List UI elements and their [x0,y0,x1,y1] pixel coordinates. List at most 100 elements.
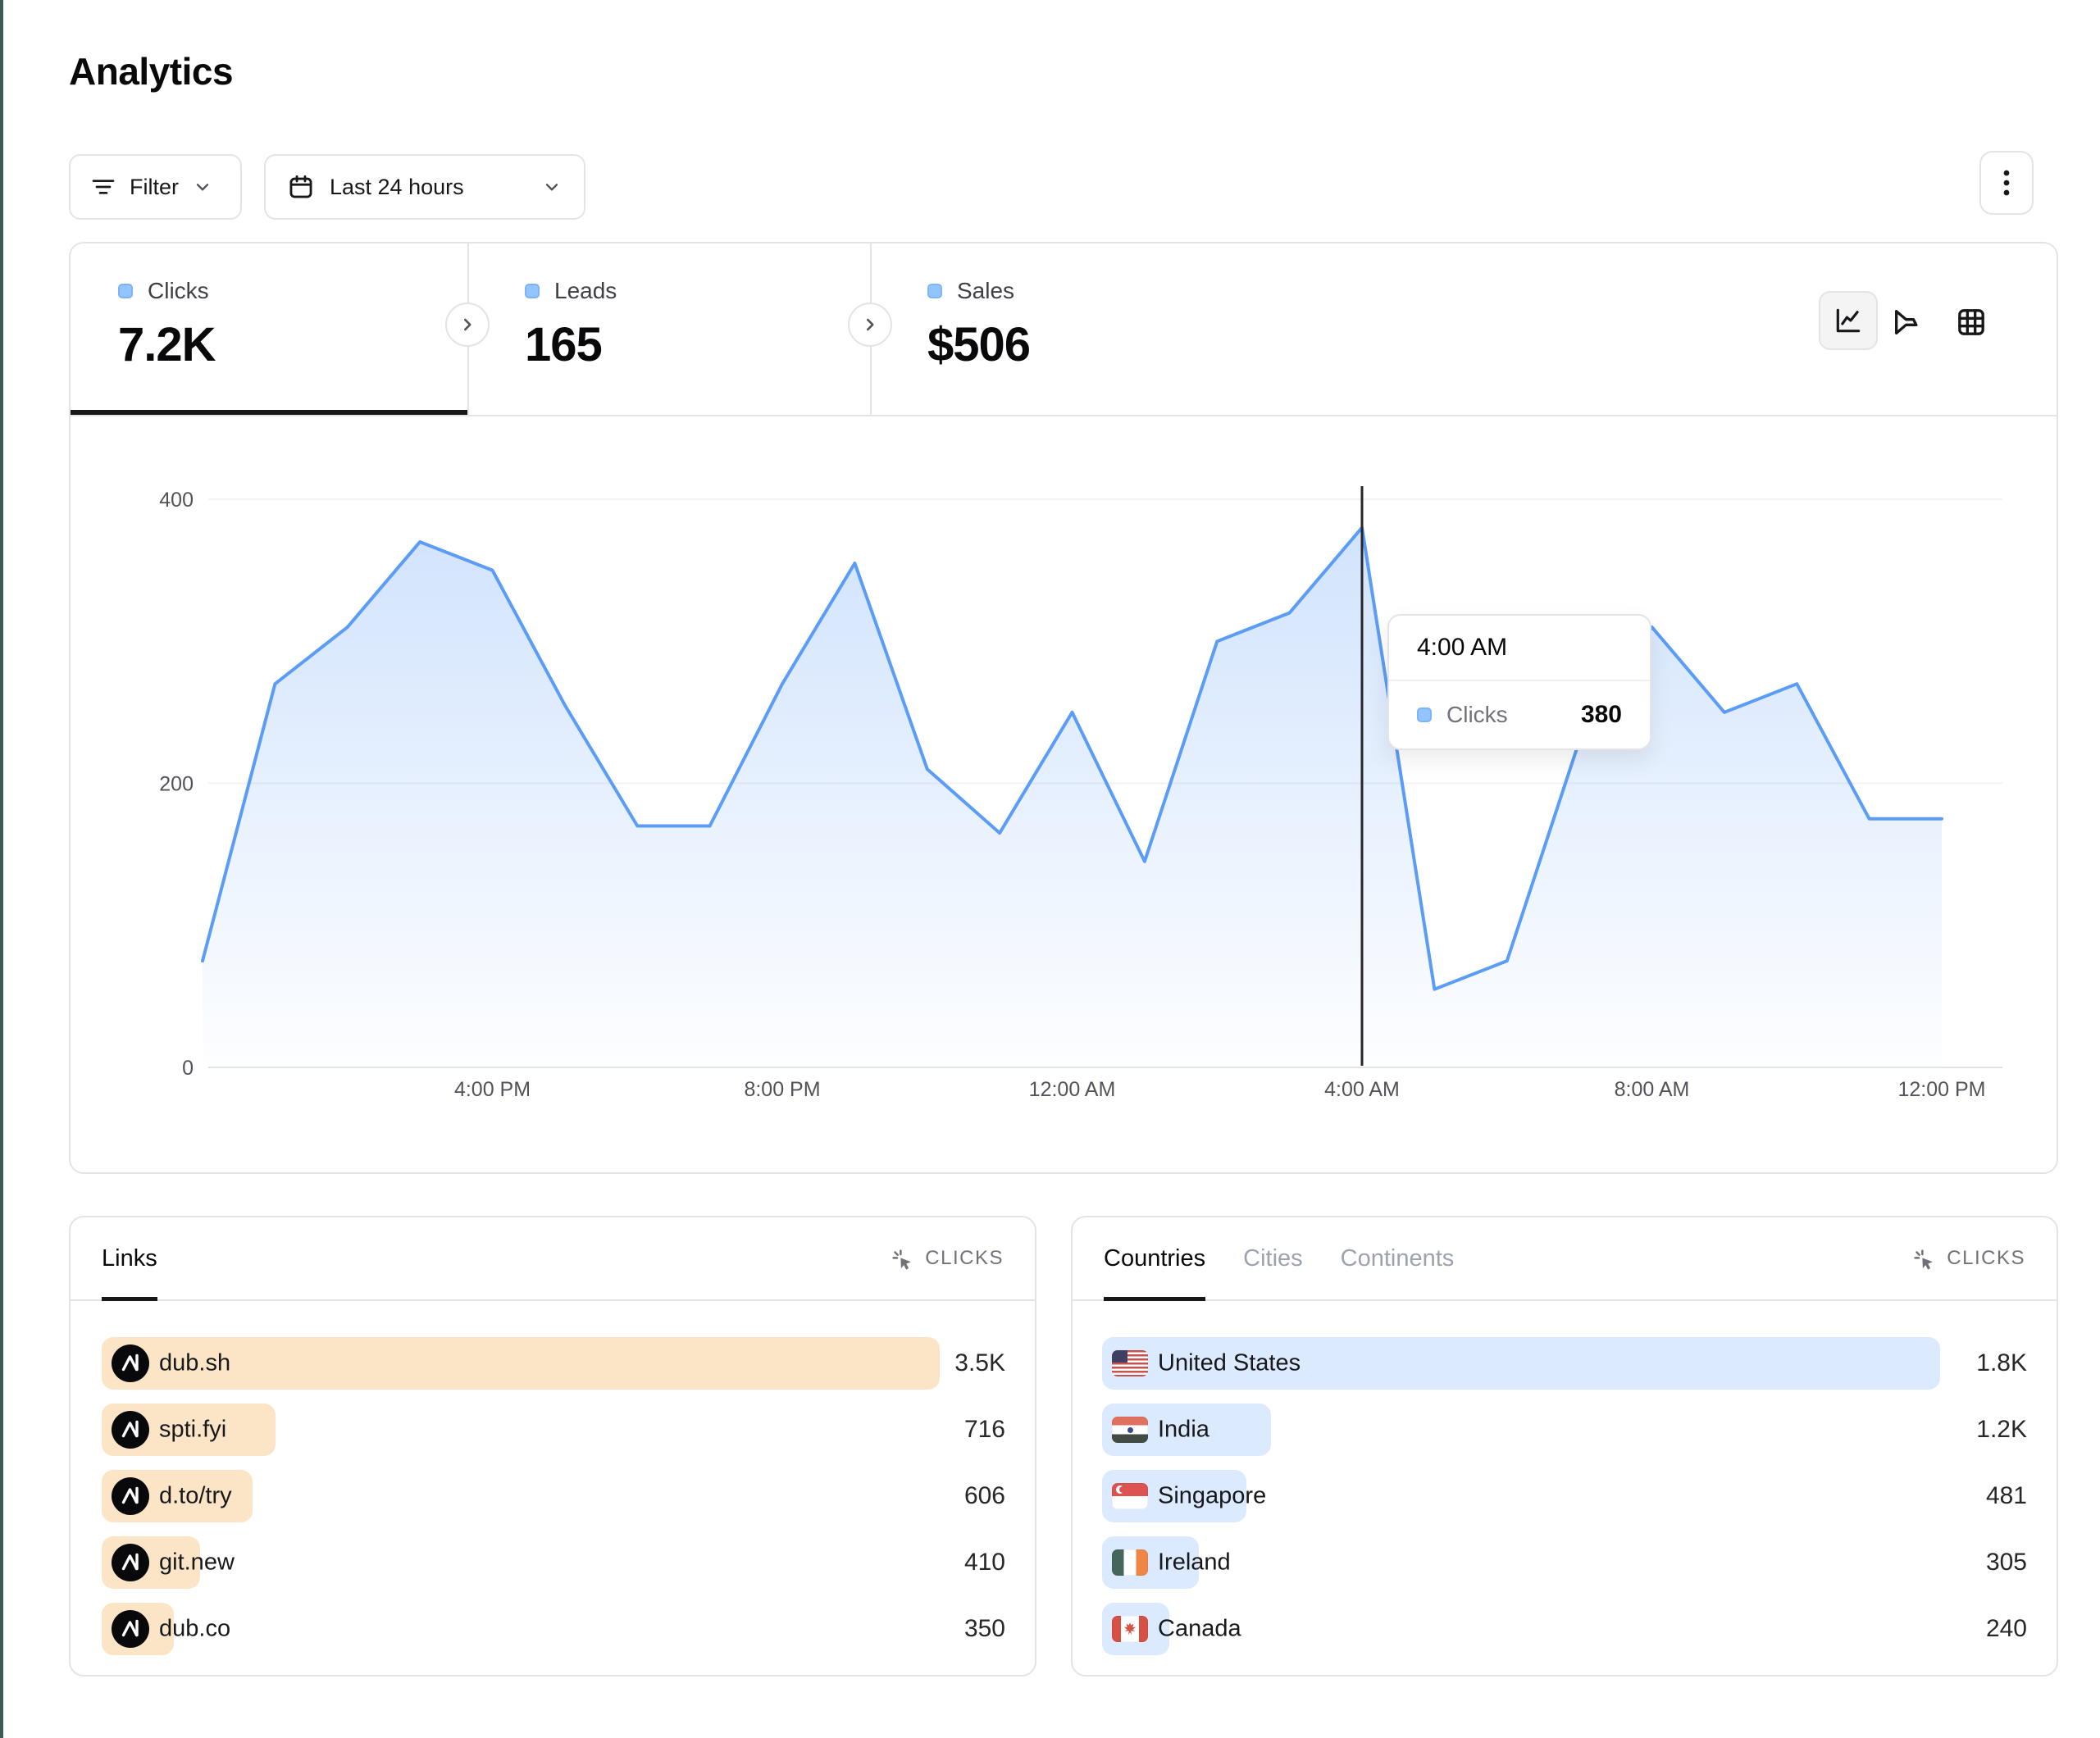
table-view-button[interactable] [1953,304,1989,340]
list-item-label: India [1158,1416,1209,1443]
svg-text:8:00 PM: 8:00 PM [744,1078,820,1101]
chevron-right-icon [866,318,874,331]
list-item-value: 410 [963,1549,1005,1576]
tab-cities[interactable]: Cities [1243,1217,1303,1299]
tooltip-series-label: Clicks [1446,702,1508,727]
expand-clicks-button[interactable] [445,303,490,347]
svg-text:400: 400 [159,489,194,512]
calendar-icon [287,173,315,201]
list-item-label: Canada [1158,1615,1241,1642]
tab-sales[interactable]: Sales $506 [927,278,1031,372]
table-grid-icon [1958,309,1984,335]
list-item[interactable]: dub.sh 3.5K [71,1337,1035,1390]
filter-button[interactable]: Filter [69,154,242,220]
chevron-down-icon [192,176,213,198]
tab-leads[interactable]: Leads 165 [525,278,617,372]
list-item-label: spti.fyi [159,1416,227,1443]
leads-label: Leads [554,278,617,303]
window-accent-border [0,0,3,1738]
list-item[interactable]: India 1.2K [1073,1404,2057,1456]
dub-logo-icon [112,1344,149,1382]
funnel-icon [1895,310,1918,334]
list-item[interactable]: Ireland 305 [1073,1536,2057,1589]
page-title: Analytics [69,50,234,93]
list-item-label: dub.sh [159,1349,231,1376]
tooltip-legend-swatch [1417,707,1432,722]
list-item-value: 240 [1985,1615,2027,1642]
leads-legend-swatch [525,284,540,298]
svg-text:0: 0 [182,1057,194,1080]
countries-metric-selector[interactable]: CLICKS [1911,1246,2025,1271]
list-item-value: 1.8K [1976,1349,2027,1376]
sales-label: Sales [957,278,1015,303]
cursor-click-icon [889,1246,913,1271]
list-item[interactable]: United States 1.8K [1073,1337,2057,1390]
list-item[interactable]: Singapore 481 [1073,1470,2057,1522]
countries-list: United States 1.8K India 1.2K Singapore 481 Ir… [1073,1301,2057,1675]
list-item[interactable]: dub.co 350 [71,1603,1035,1655]
stats-tab-row: Clicks 7.2K Leads 165 Sales $506 [71,243,2057,416]
active-tab-underline [1104,1297,1206,1301]
dub-logo-icon [112,1411,149,1449]
expand-leads-button[interactable] [848,303,892,347]
filter-button-label: Filter [130,174,179,199]
links-metric-label: CLICKS [925,1247,1004,1269]
date-range-label: Last 24 hours [330,174,464,199]
tab-links[interactable]: Links [102,1217,157,1301]
tab-continents[interactable]: Continents [1341,1217,1455,1299]
dub-logo-icon [112,1477,149,1515]
us-flag-icon [1112,1350,1148,1376]
links-metric-selector[interactable]: CLICKS [889,1246,1004,1271]
links-panel: Links CLICKS dub.sh 3.5K spti.fyi 716 d.to/t… [69,1216,1036,1677]
tab-clicks[interactable]: Clicks 7.2K [118,278,216,372]
tab-continents-label: Continents [1340,1244,1455,1272]
list-item[interactable]: spti.fyi 716 [71,1404,1035,1456]
tab-countries[interactable]: Countries [1104,1217,1206,1301]
svg-text:4:00 PM: 4:00 PM [454,1078,531,1101]
list-item-value: 1.2K [1976,1416,2027,1443]
svg-text:12:00 AM: 12:00 AM [1029,1078,1116,1101]
cursor-click-icon [1911,1246,1935,1271]
funnel-view-button[interactable] [1889,304,1925,340]
line-chart-view-button[interactable] [1819,291,1878,350]
chevron-down-icon [541,176,563,198]
sales-legend-swatch [927,284,942,298]
chart-tooltip: 4:00 AM Clicks 380 [1387,614,1651,750]
analytics-chart-card: Clicks 7.2K Leads 165 Sales $506 [69,242,2058,1174]
ie-flag-icon [1112,1549,1148,1576]
list-item-label: Ireland [1158,1549,1231,1576]
list-item-value: 481 [1985,1482,2027,1509]
list-item[interactable]: d.to/try 606 [71,1470,1035,1522]
more-options-button[interactable] [1979,151,2034,215]
dub-logo-icon [112,1610,149,1648]
in-flag-icon [1112,1417,1148,1443]
list-item[interactable]: git.new 410 [71,1536,1035,1589]
tooltip-time: 4:00 AM [1389,616,1650,681]
kebab-menu-icon [1990,165,2023,201]
links-list: dub.sh 3.5K spti.fyi 716 d.to/try 606 git.new 4… [71,1301,1035,1675]
sales-value: $506 [927,318,1031,371]
list-item-value: 350 [963,1615,1005,1642]
chevron-right-icon [463,318,471,331]
filter-icon [90,174,116,200]
clicks-value: 7.2K [118,318,216,371]
sg-flag-icon [1112,1483,1148,1509]
tab-cities-label: Cities [1243,1244,1303,1272]
list-item-label: United States [1158,1349,1301,1376]
list-item-label: dub.co [159,1615,231,1642]
line-chart-icon [1836,308,1861,333]
clicks-legend-swatch [118,284,133,298]
list-item[interactable]: Canada 240 [1073,1603,2057,1655]
svg-text:4:00 AM: 4:00 AM [1324,1078,1400,1101]
list-item-value: 716 [963,1416,1005,1443]
clicks-label: Clicks [148,278,209,303]
tooltip-value: 380 [1580,701,1622,728]
list-item-label: Singapore [1158,1482,1267,1509]
svg-text:12:00 PM: 12:00 PM [1897,1078,1985,1101]
date-range-button[interactable]: Last 24 hours [264,154,585,220]
countries-metric-label: CLICKS [1947,1247,2025,1269]
active-tab-underline [102,1297,157,1301]
list-item-label: git.new [159,1549,235,1576]
svg-text:8:00 AM: 8:00 AM [1615,1078,1690,1101]
svg-text:200: 200 [159,773,194,796]
